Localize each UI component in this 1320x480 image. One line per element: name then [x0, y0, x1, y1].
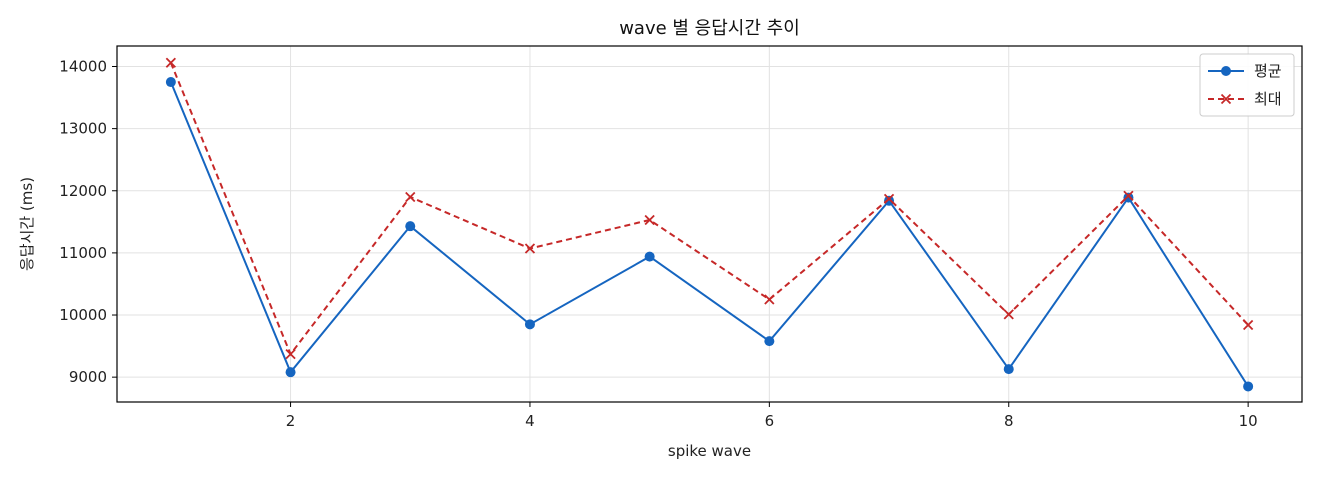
data-point	[285, 367, 296, 378]
data-point-stroke	[1003, 309, 1014, 320]
x-tick-label: 10	[1239, 412, 1258, 430]
data-point-stroke	[883, 193, 895, 204]
data-point-stroke	[524, 243, 536, 254]
plot-frame	[116, 45, 1303, 403]
data-point-stroke	[1123, 190, 1134, 201]
tick-layer: 2 4 6 8 10 9000 10000 11000 12000 13000 14000	[59, 58, 1257, 430]
legend-label: 최대	[1254, 90, 1282, 108]
x-axis-label: spike wave	[668, 442, 751, 460]
data-point-stroke	[1220, 93, 1232, 105]
data-point	[1123, 192, 1134, 203]
data-point	[1243, 381, 1254, 392]
data-point	[884, 195, 895, 206]
x-tick-label: 4	[525, 412, 535, 430]
data-point	[165, 57, 177, 68]
data-point	[764, 294, 775, 305]
series-line	[169, 81, 1249, 388]
data-point-stroke	[165, 57, 177, 68]
data-point-stroke	[285, 349, 296, 360]
data-point	[1221, 66, 1231, 76]
x-tick-label: 6	[765, 412, 775, 430]
data-point	[644, 214, 655, 226]
series-layer	[165, 57, 1254, 392]
series-1	[165, 77, 1254, 392]
x-tick-label: 2	[286, 412, 296, 430]
y-tick-label: 9000	[69, 368, 107, 386]
data-point	[524, 243, 536, 254]
y-tick-label: 12000	[59, 182, 107, 200]
data-point	[883, 193, 895, 204]
y-tick-label: 13000	[59, 120, 107, 138]
y-axis-label: 응답시간 (ms)	[18, 177, 36, 271]
data-point-stroke	[405, 191, 416, 203]
chart-title: wave 별 응답시간 추이	[619, 18, 800, 39]
data-point-stroke	[644, 214, 655, 226]
series-line	[169, 62, 1249, 357]
data-point	[165, 77, 176, 88]
series-2	[165, 57, 1254, 360]
legend-item: 최대	[1208, 90, 1282, 108]
y-tick-label: 11000	[59, 244, 107, 262]
data-point	[1003, 309, 1014, 320]
data-point	[1242, 319, 1254, 331]
data-point	[405, 191, 416, 203]
data-point	[524, 319, 535, 330]
data-point	[644, 251, 655, 262]
grid-layer	[117, 46, 1302, 402]
y-tick-label: 14000	[59, 58, 107, 76]
data-point	[1123, 190, 1134, 201]
x-tick-label: 8	[1004, 412, 1014, 430]
data-point-stroke	[764, 294, 775, 305]
data-point	[1003, 364, 1014, 375]
legend-label: 평균	[1254, 62, 1282, 80]
data-point	[764, 336, 775, 347]
data-point	[1220, 93, 1232, 105]
y-tick-label: 10000	[59, 306, 107, 324]
data-point	[285, 349, 296, 360]
data-point	[405, 221, 416, 232]
data-point-stroke	[1242, 319, 1254, 331]
legend-item: 평균	[1208, 62, 1282, 80]
